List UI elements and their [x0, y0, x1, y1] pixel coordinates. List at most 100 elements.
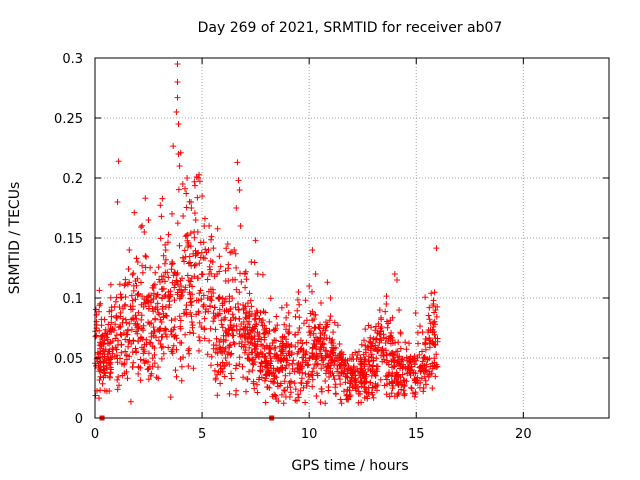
- data-point: [313, 393, 320, 399]
- data-point: [249, 367, 256, 374]
- data-point: [255, 376, 262, 383]
- data-point: [268, 365, 275, 372]
- data-point: [196, 347, 202, 354]
- data-point: [236, 354, 243, 361]
- data-point: [337, 376, 343, 383]
- data-point: [311, 341, 318, 347]
- data-point: [401, 392, 408, 399]
- data-point-peak: [312, 271, 319, 277]
- data-point: [104, 340, 111, 347]
- data-point: [285, 330, 292, 337]
- data-point: [195, 275, 201, 282]
- data-point: [192, 182, 198, 189]
- data-point: [288, 342, 295, 349]
- data-point: [248, 303, 255, 310]
- data-point: [391, 352, 398, 358]
- data-point: [356, 348, 362, 355]
- data-point: [120, 315, 127, 322]
- data-point: [228, 350, 235, 357]
- data-point: [413, 377, 420, 383]
- data-point: [338, 361, 344, 368]
- data-point: [106, 373, 113, 380]
- data-point: [211, 367, 218, 374]
- data-point: [142, 195, 149, 202]
- data-point: [131, 209, 138, 216]
- data-point: [185, 363, 192, 370]
- data-point: [176, 242, 183, 249]
- data-point: [161, 327, 168, 334]
- data-point: [338, 400, 345, 407]
- data-point: [302, 297, 309, 304]
- data-point: [197, 287, 204, 294]
- data-point: [269, 340, 276, 346]
- data-point: [233, 264, 240, 271]
- data-point: [278, 358, 285, 365]
- data-point: [281, 321, 288, 328]
- data-point: [422, 336, 429, 342]
- data-point: [361, 361, 368, 368]
- data-point: [368, 324, 375, 331]
- data-point: [267, 295, 274, 302]
- data-point: [108, 304, 115, 311]
- data-point: [327, 354, 334, 361]
- data-point: [256, 353, 262, 360]
- data-point: [312, 343, 319, 350]
- data-point: [236, 340, 243, 347]
- data-point: [190, 330, 197, 337]
- data-point: [186, 198, 193, 205]
- data-point: [98, 334, 105, 340]
- data-point: [227, 317, 234, 324]
- data-point: [362, 342, 369, 349]
- data-point: [108, 313, 115, 320]
- data-point: [230, 332, 237, 339]
- data-point: [251, 333, 258, 339]
- data-point: [323, 347, 330, 354]
- data-point: [412, 370, 419, 377]
- data-point: [207, 286, 214, 293]
- data-point: [216, 338, 223, 345]
- data-point-peak: [209, 259, 216, 265]
- data-point: [214, 392, 221, 399]
- data-point: [101, 369, 108, 376]
- data-point: [409, 390, 416, 397]
- data-point: [202, 309, 209, 315]
- data-point: [246, 308, 253, 315]
- data-point: [148, 299, 155, 306]
- data-point: [419, 348, 425, 355]
- data-point: [334, 365, 341, 372]
- data-point: [106, 308, 113, 315]
- data-point: [283, 302, 290, 308]
- data-point: [258, 336, 265, 343]
- data-point: [237, 326, 244, 333]
- data-point: [291, 368, 298, 375]
- data-point-peak: [179, 181, 186, 187]
- data-point: [281, 387, 287, 394]
- data-point: [225, 265, 232, 272]
- data-point: [135, 364, 142, 371]
- data-point: [329, 336, 336, 343]
- data-point: [310, 330, 317, 337]
- data-point: [172, 367, 179, 374]
- data-point: [150, 332, 157, 339]
- data-point: [415, 340, 421, 347]
- data-point: [433, 364, 440, 371]
- data-point: [145, 376, 152, 383]
- data-point: [139, 262, 146, 269]
- data-point: [296, 325, 303, 331]
- data-point-peak: [430, 301, 437, 307]
- data-point: [210, 342, 217, 348]
- data-point: [203, 306, 209, 313]
- data-point: [210, 318, 217, 325]
- data-point: [138, 316, 145, 323]
- data-point: [283, 357, 289, 364]
- data-point: [341, 388, 347, 395]
- data-point: [138, 312, 145, 319]
- data-point-peak: [175, 121, 182, 127]
- data-point: [318, 365, 325, 372]
- data-point: [189, 324, 196, 331]
- data-point: [222, 355, 229, 361]
- data-point: [403, 378, 410, 385]
- data-point: [275, 368, 282, 375]
- data-point: [134, 292, 141, 299]
